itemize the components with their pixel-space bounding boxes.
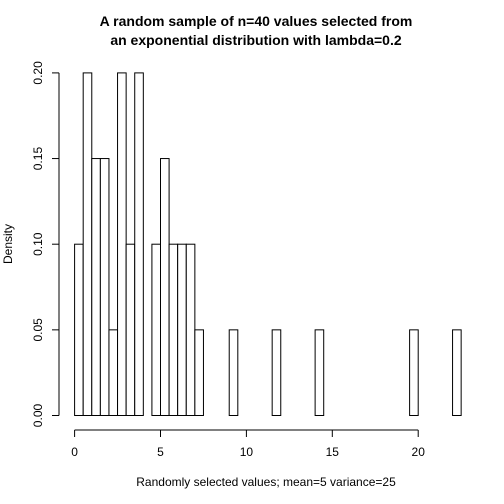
histogram-bars: [74, 72, 462, 417]
histogram-bar: [108, 329, 119, 417]
x-axis: 0 5 10 15 20: [71, 429, 426, 459]
histogram-bar: [194, 329, 204, 417]
histogram-bar: [185, 243, 196, 416]
x-axis-tick-label: 5: [157, 445, 164, 459]
y-axis-tick-label: 0.00: [31, 403, 45, 427]
x-axis-label: Randomly selected values; mean=5 varianc…: [136, 475, 396, 489]
histogram-bar: [91, 158, 101, 417]
x-axis-tick-label: 0: [71, 445, 78, 459]
y-axis-tick-label: 0.15: [31, 147, 45, 171]
histogram-bar: [74, 243, 84, 416]
histogram-bar: [271, 329, 282, 417]
x-axis-tick-label: 10: [240, 445, 254, 459]
y-axis-tick-label: 0.05: [31, 318, 45, 342]
histogram-bar: [151, 243, 162, 416]
histogram-bar: [82, 72, 93, 417]
histogram-bar: [409, 329, 419, 417]
histogram-bar: [314, 329, 325, 417]
histogram-bar: [117, 72, 127, 417]
histogram-bar: [177, 243, 187, 416]
x-axis-tick-label: 15: [326, 445, 340, 459]
chart-title-line-2: an exponential distribution with lambda=…: [110, 32, 402, 48]
histogram-bar: [168, 243, 179, 416]
histogram-bar: [125, 243, 136, 416]
y-axis: 0.00 0.05 0.10 0.15 0.20: [31, 61, 60, 427]
histogram-bar: [99, 158, 110, 417]
chart-title-line-1: A random sample of n=40 values selected …: [100, 13, 413, 29]
histogram-bar: [228, 329, 239, 417]
y-axis-label: Density: [1, 224, 15, 264]
x-axis-tick-label: 20: [412, 445, 426, 459]
histogram-bar: [452, 329, 462, 417]
histogram-bar: [160, 158, 170, 417]
y-axis-tick-label: 0.10: [31, 232, 45, 256]
histogram-bar: [134, 72, 144, 417]
y-axis-tick-label: 0.20: [31, 61, 45, 85]
